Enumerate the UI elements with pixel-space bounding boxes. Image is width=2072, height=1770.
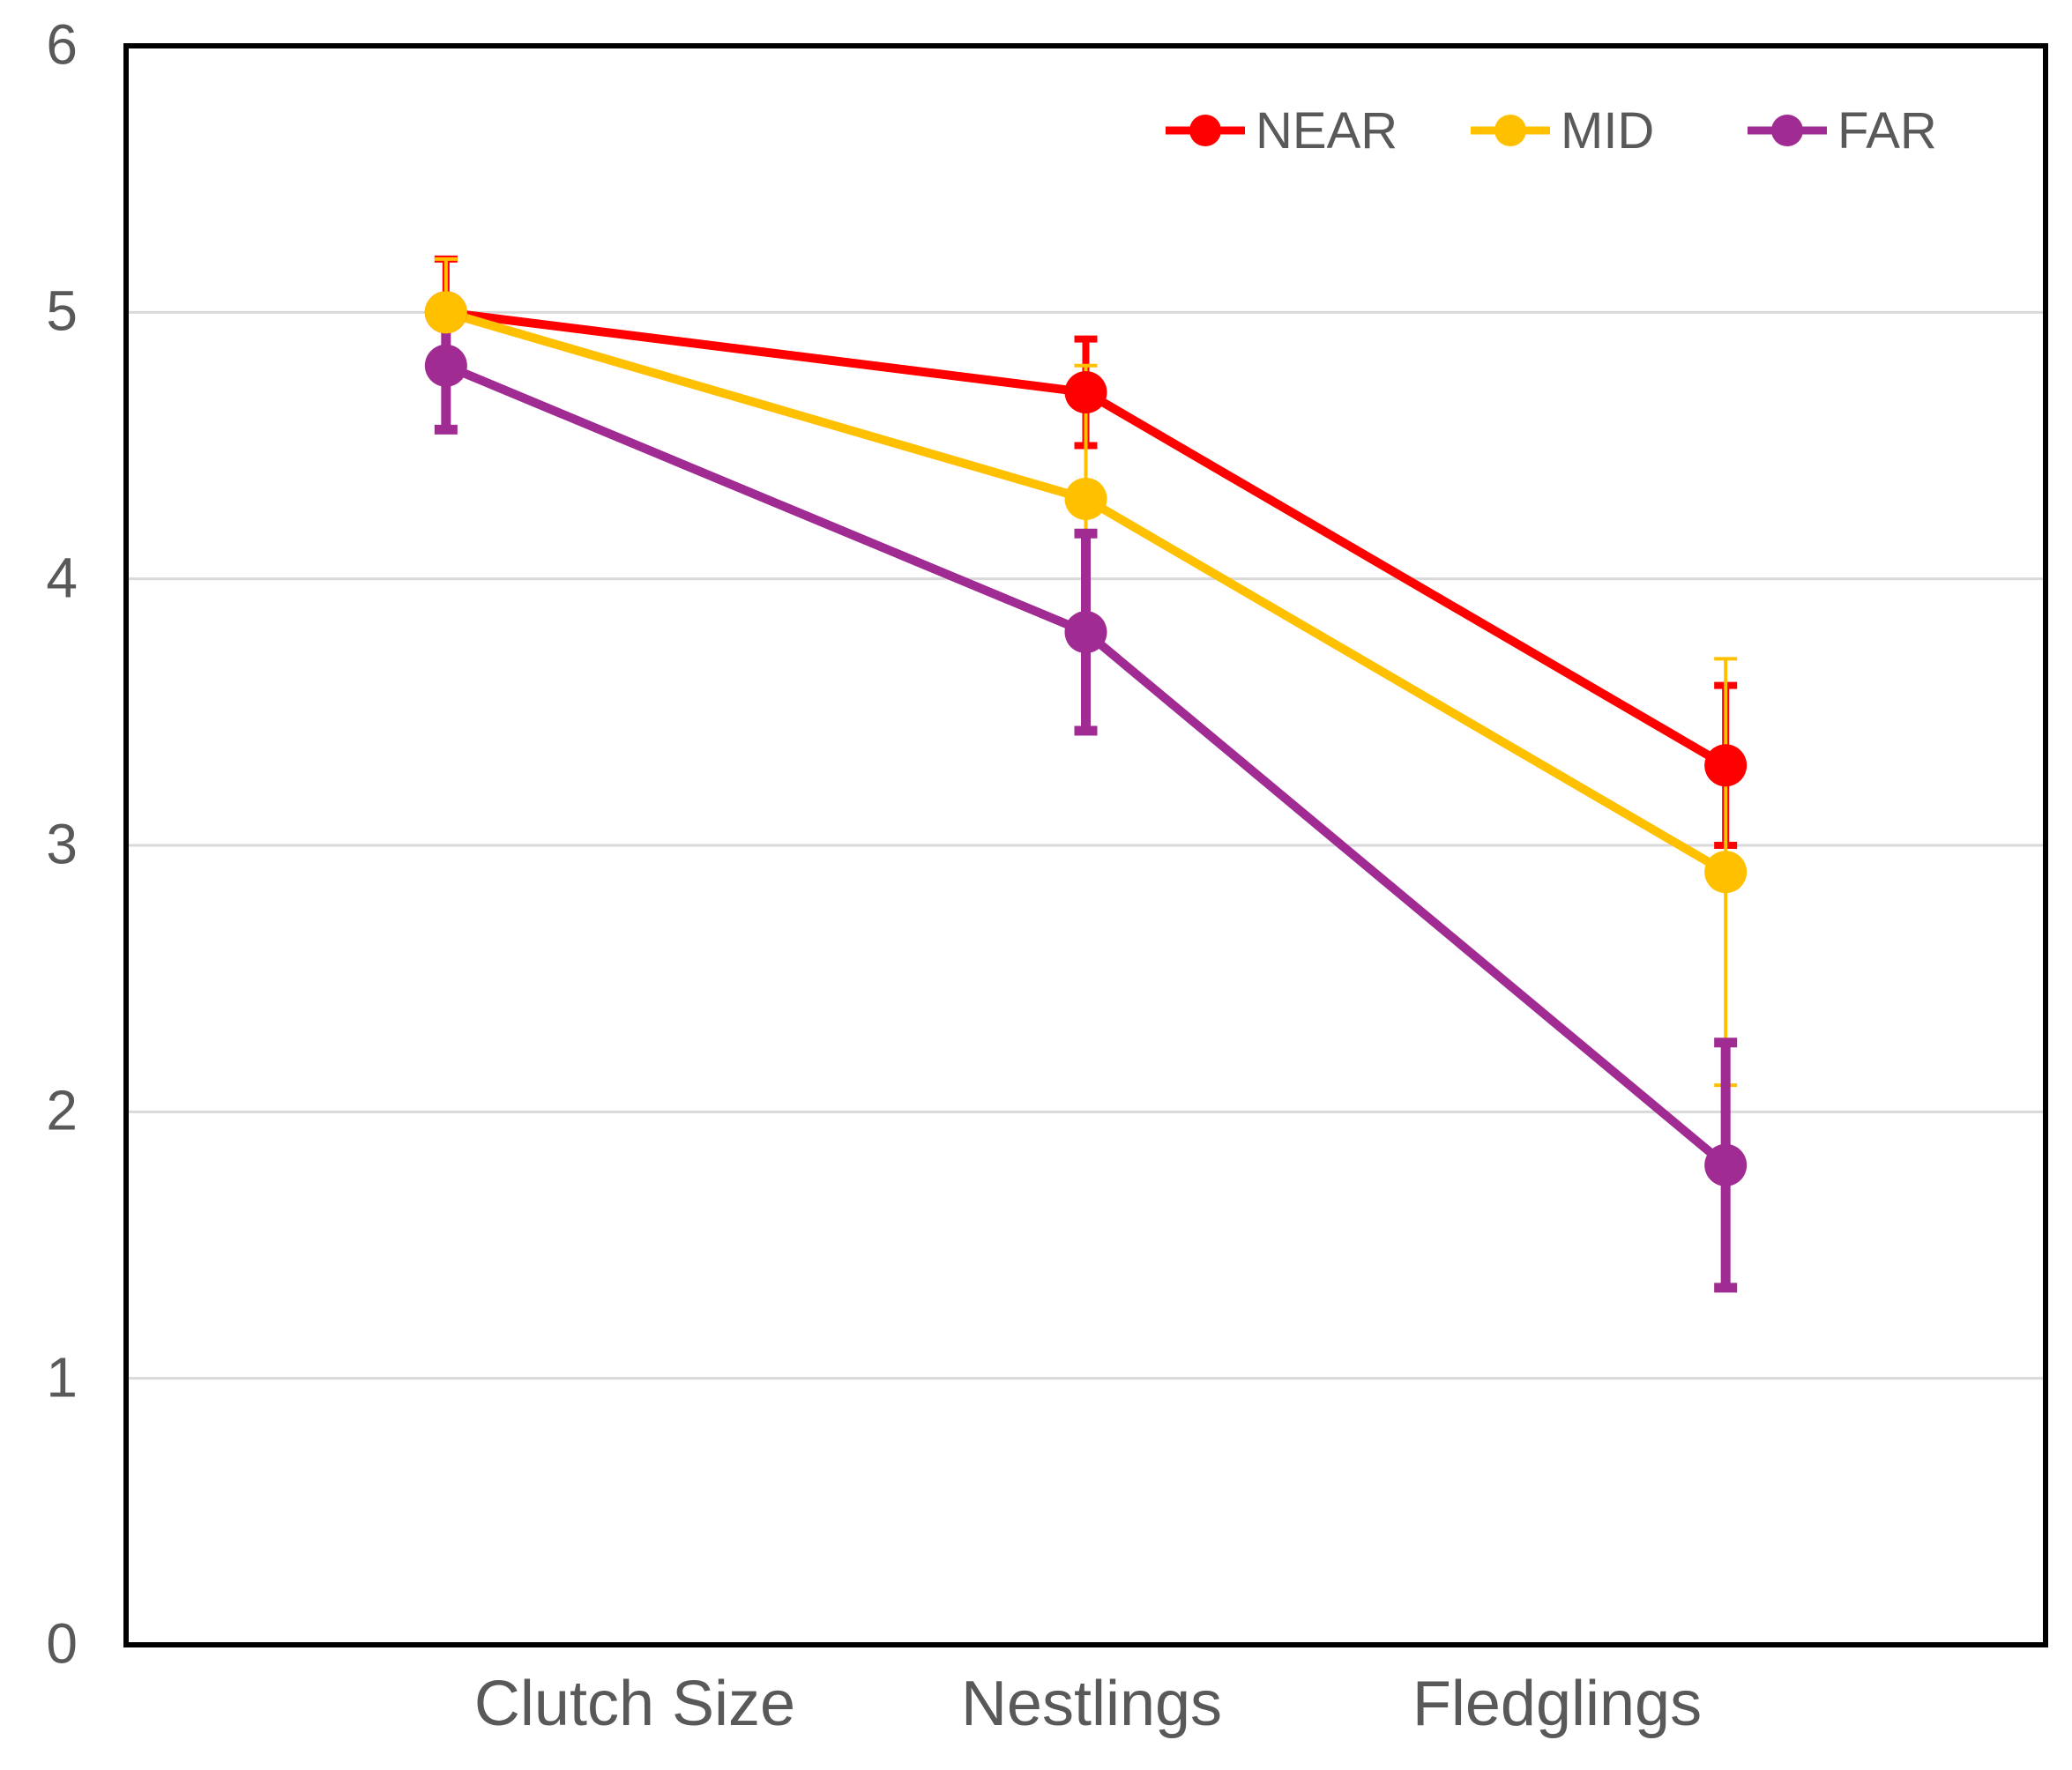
legend-dot-near xyxy=(1189,115,1221,146)
x-category-label-fledglings: Fledglings xyxy=(1412,1669,1703,1739)
legend-item-mid: MID xyxy=(1471,95,1654,166)
marker-far-fledglings xyxy=(1704,1143,1748,1186)
plot-frame xyxy=(123,43,2048,1647)
y-tick-label-2: 2 xyxy=(46,1078,78,1142)
legend-label-near: NEAR xyxy=(1256,101,1398,160)
legend-item-far: FAR xyxy=(1748,95,1937,166)
legend-marker-far-icon xyxy=(1748,115,1827,146)
legend-label-mid: MID xyxy=(1561,101,1655,160)
x-category-label-nestlings: Nestlings xyxy=(960,1669,1223,1739)
y-tick-label-0: 0 xyxy=(46,1611,78,1676)
y-tick-label-3: 3 xyxy=(46,812,78,876)
x-category-label-clutch-size: Clutch Size xyxy=(473,1669,796,1739)
legend-marker-near-icon xyxy=(1166,115,1245,146)
y-tick-label-1: 1 xyxy=(46,1345,78,1409)
marker-far-nestlings xyxy=(1064,611,1107,654)
y-tick-label-6: 6 xyxy=(46,12,78,77)
legend-item-near: NEAR xyxy=(1166,95,1397,166)
marker-mid-clutch-size xyxy=(424,291,467,334)
legend-dot-far xyxy=(1771,115,1803,146)
marker-mid-fledglings xyxy=(1704,851,1748,894)
legend-label-far: FAR xyxy=(1837,101,1937,160)
marker-near-nestlings xyxy=(1064,371,1107,414)
marker-near-fledglings xyxy=(1704,744,1748,787)
marker-far-clutch-size xyxy=(424,344,467,387)
legend-dot-mid xyxy=(1494,115,1526,146)
y-tick-label-4: 4 xyxy=(46,546,78,610)
marker-mid-nestlings xyxy=(1064,477,1107,520)
y-tick-label-5: 5 xyxy=(46,279,78,343)
legend-marker-mid-icon xyxy=(1471,115,1550,146)
